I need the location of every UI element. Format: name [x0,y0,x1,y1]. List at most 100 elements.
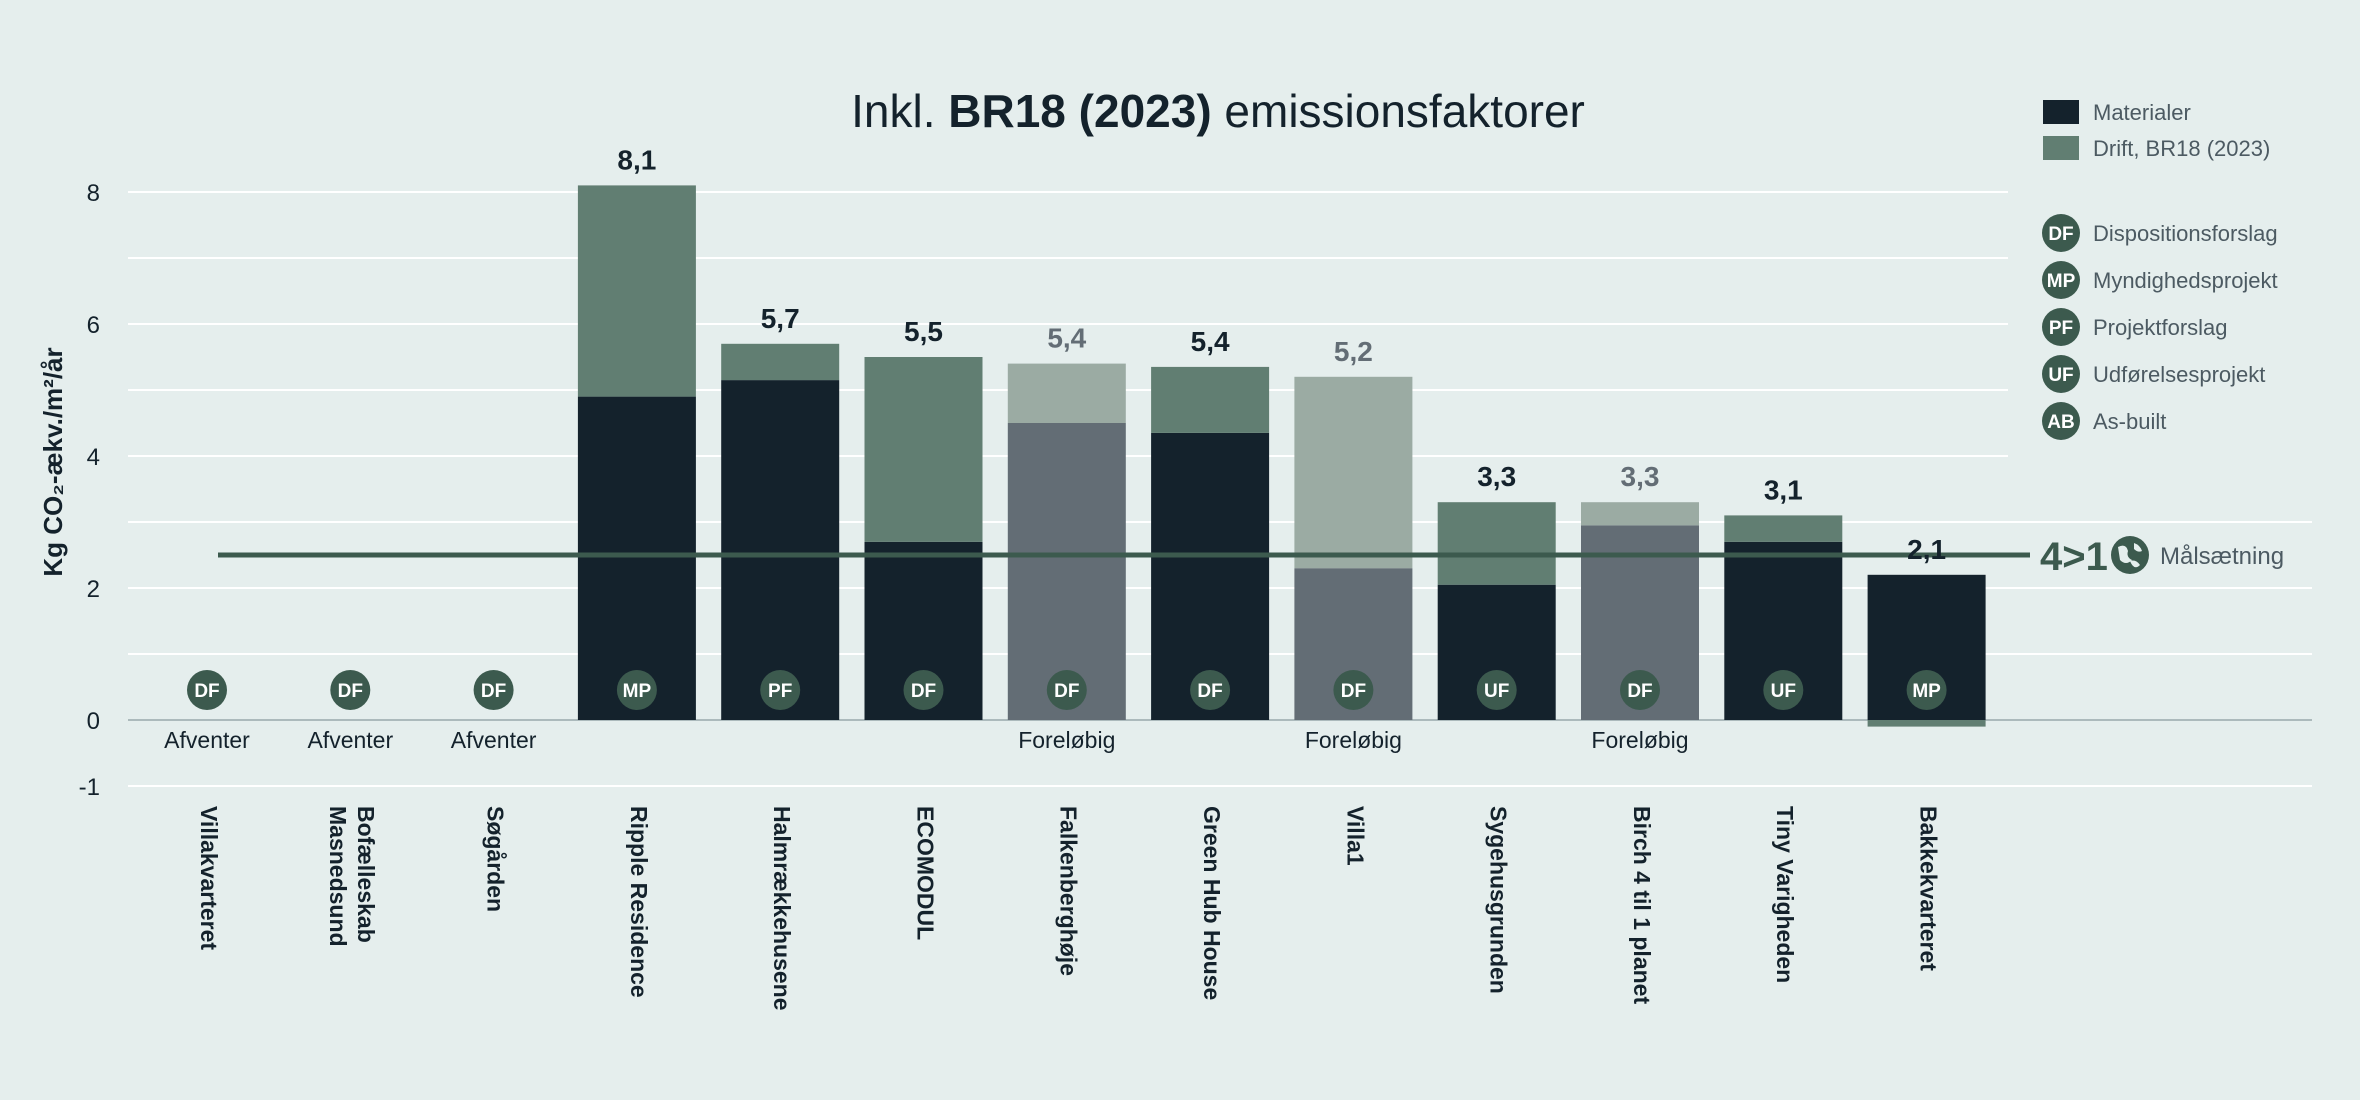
phase-badge [330,670,371,710]
phase-badge [1620,670,1660,710]
phase-badge-text: PF [768,681,792,702]
category-label: Falkenberghøje [1056,806,1082,976]
category-label: ECOMODUL [912,806,938,940]
phase-badge [187,670,227,710]
bar-drift [1151,366,1270,433]
phase-legend-label: As-built [2093,409,2166,434]
target-logo-text: 4>1 [2040,535,2108,579]
target-layer: 4>1 Målsætning [218,535,2284,579]
legend-swatch [2043,100,2079,124]
phase-badge [760,670,801,710]
phase-legend-label: Myndighedsprojekt [2093,268,2278,293]
category-label: Bofælleskab [353,806,379,943]
bar-materialer [577,396,696,720]
category-label: Green Hub House [1199,806,1225,1000]
y-tick-label: 8 [87,180,100,207]
category-label: Masnedsund [325,806,351,947]
phase-badge-text: MP [623,681,652,702]
category-label: Villa1 [1342,806,1368,866]
phase-badge-text: UF [1484,681,1509,702]
phase-badge-text: DF [1197,681,1222,702]
bar-drift [1867,720,1986,727]
data-label: 5,4 [1047,323,1086,354]
phase-legend-badge [2042,355,2080,393]
phase-badge [616,670,657,710]
category-label: Halmrækkehusene [769,806,795,1011]
y-tick-label: 4 [87,444,100,471]
status-label: Afventer [164,727,250,753]
phase-legend-code: UF [2048,365,2073,386]
phase-legend-badge [2042,261,2080,299]
phase-badge [903,670,944,710]
labels-layer: 8 6 4 2 0 -1 DF Afventer Villakvarteret DF Afvente… [79,144,1947,1011]
phase-legend-badge [2042,308,2080,346]
phase-badge-text: DF [481,681,506,702]
bar-drift [1724,515,1843,542]
data-label: 5,7 [761,303,800,334]
category-label: Ripple Residence [626,806,652,998]
phase-legend-code: DF [2048,224,2073,245]
phase-badge-text: DF [338,681,363,702]
phase-badge [1763,670,1804,710]
phase-badge [1333,670,1374,710]
phase-legend-code: AB [2047,412,2074,433]
data-label: 5,5 [904,316,943,347]
phase-badge-text: MP [1912,681,1941,702]
data-label: 5,4 [1191,326,1230,357]
bar-drift [1581,502,1699,526]
bar-drift [1437,502,1556,585]
target-label: Målsætning [2160,543,2284,570]
legend-label: Drift, BR18 (2023) [2093,136,2270,161]
bar-drift [1294,376,1413,569]
y-tick-label: 2 [87,576,100,603]
phase-badge-text: DF [1627,681,1652,702]
data-label: 3,3 [1621,461,1660,492]
category-label: Tiny Varigheden [1772,806,1798,983]
data-label: 5,2 [1334,336,1373,367]
category-label: Bakkekvarteret [1916,806,1942,971]
phase-badge [1046,670,1087,710]
bar-drift [864,357,983,542]
globe-continents-icon [2118,543,2142,568]
phase-badge [1190,670,1231,710]
chart-title-suffix: emissionsfaktorer [1212,85,1585,137]
category-label: Sygehusgrunden [1486,806,1512,994]
phase-badge-text: DF [194,681,219,702]
status-label: Foreløbig [1305,727,1402,753]
phase-legend-label: Udførelsesprojekt [2093,362,2265,387]
category-label: Birch 4 til 1 planet [1629,806,1655,1004]
category-label: Søgården [483,806,509,912]
phase-badge [1906,670,1947,710]
phase-badge [473,670,514,710]
y-tick-label: -1 [79,774,100,801]
phase-legend-code: MP [2047,271,2076,292]
chart-title-prefix: Inkl. [851,85,948,137]
category-label: Villakvarteret [196,806,222,950]
status-label: Foreløbig [1591,727,1688,753]
bars-layer [577,185,1986,727]
globe-icon [2111,536,2149,574]
bar-drift [577,185,696,397]
y-tick-label: 6 [87,312,100,339]
phase-legend-label: Projektforslag [2093,315,2228,340]
chart-title-bold: BR18 (2023) [948,85,1211,137]
y-tick-label: 0 [87,708,100,735]
legend-swatch [2043,136,2079,160]
data-label: 8,1 [617,144,656,175]
phase-badge-text: DF [911,681,936,702]
phase-legend-label: Dispositionsforslag [2093,221,2278,246]
status-label: Afventer [451,727,537,753]
data-label: 2,1 [1907,534,1946,565]
bar-drift [1007,363,1126,423]
phase-badge-text: UF [1771,681,1796,702]
bar-materialer [721,380,840,720]
phase-badge-text: DF [1054,681,1079,702]
legend-label: Materialer [2093,100,2191,125]
bar-drift [721,343,840,381]
data-label: 3,1 [1764,474,1803,505]
phase-legend-code: PF [2049,318,2073,339]
data-label: 3,3 [1477,461,1516,492]
phase-badge [1476,670,1517,710]
y-axis-label: Kg CO₂-ækv./m²/år [38,347,68,576]
